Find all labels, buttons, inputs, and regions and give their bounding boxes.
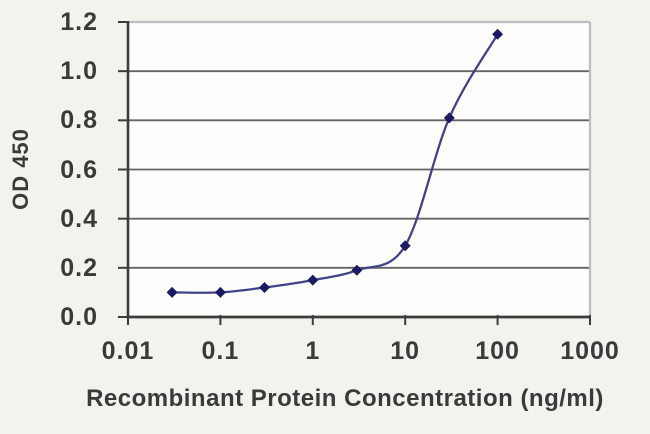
x-tick-label: 0.01: [101, 337, 155, 365]
x-tick-label: 0.1: [201, 337, 240, 365]
y-tick-label: 0.0: [60, 303, 98, 331]
y-tick-label: 0.6: [60, 155, 98, 184]
x-axis-title: Recombinant Protein Concentration (ng/ml…: [86, 385, 604, 412]
x-tick-label: 10: [390, 337, 421, 365]
data-point-marker: [399, 240, 411, 252]
y-tick-label: 0.4: [60, 204, 98, 233]
data-point-marker: [492, 28, 504, 40]
data-point-marker: [258, 282, 270, 293]
data-point-marker: [166, 286, 178, 298]
y-tick-label: 1.2: [60, 8, 98, 36]
y-tick-label: 1.0: [60, 57, 98, 86]
data-point-marker: [307, 274, 319, 286]
x-tick-label: 100: [475, 337, 520, 365]
data-point-marker: [443, 112, 455, 124]
x-tick-label: 1: [305, 337, 321, 365]
data-point-marker: [351, 264, 363, 276]
data-point-marker: [214, 286, 226, 298]
y-tick-label: 0.2: [60, 253, 98, 282]
x-tick-label: 1000: [560, 337, 620, 365]
y-tick-label: 0.8: [60, 106, 98, 135]
